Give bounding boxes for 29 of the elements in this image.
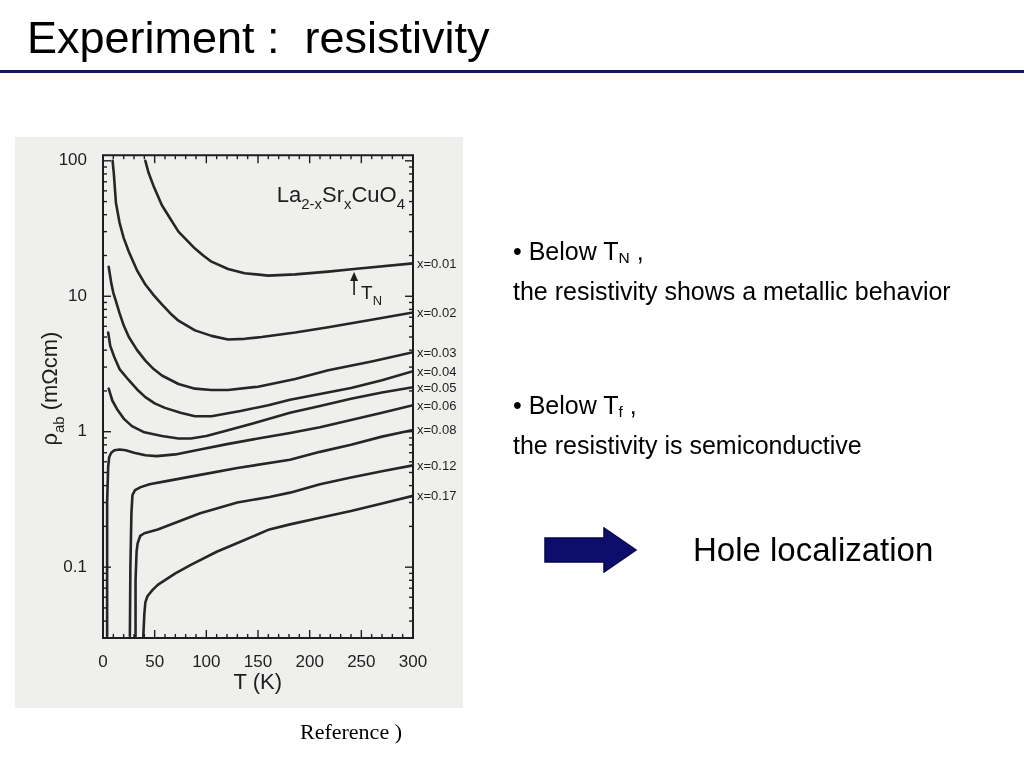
legend-label: x=0.02 (417, 304, 457, 320)
chart-title: Experiment : resistivity (27, 12, 490, 64)
legend-label: x=0.01 (417, 255, 457, 271)
legend-label: x=0.03 (417, 344, 457, 360)
x-tick-label: 0 (98, 651, 108, 671)
text: the resistivity shows a metallic behavior (513, 277, 951, 306)
y-tick-label: 1 (77, 421, 87, 441)
x-tick-label: 100 (192, 651, 221, 671)
legend-label: x=0.08 (417, 422, 457, 438)
x-tick-label: 250 (347, 651, 376, 671)
y-axis-title: ρab (mΩcm) (37, 331, 67, 446)
text: Hole localization (693, 531, 934, 569)
legend-label: x=0.04 (417, 363, 457, 379)
legend-label: x=0.05 (417, 379, 457, 395)
text: • Below T$_{N}$ , (513, 237, 644, 267)
legend-label: x=0.12 (417, 457, 457, 473)
text: the resistivity is semiconductive (513, 431, 862, 460)
y-tick-label: 100 (58, 150, 87, 170)
text: Reference ) (300, 719, 402, 745)
x-axis-title: T (K) (233, 669, 283, 694)
x-tick-label: 150 (243, 651, 273, 671)
text: • Below T$_{f}$ , (513, 391, 637, 421)
x-tick-label: 50 (145, 651, 165, 671)
x-tick-label: 200 (295, 651, 324, 671)
x-tick-label: 300 (398, 651, 428, 671)
legend-label: x=0.17 (417, 488, 457, 504)
series-label: x=0.06 (417, 397, 457, 413)
y-tick-label: 10 (68, 285, 87, 305)
y-tick-label: 0.1 (63, 556, 87, 576)
